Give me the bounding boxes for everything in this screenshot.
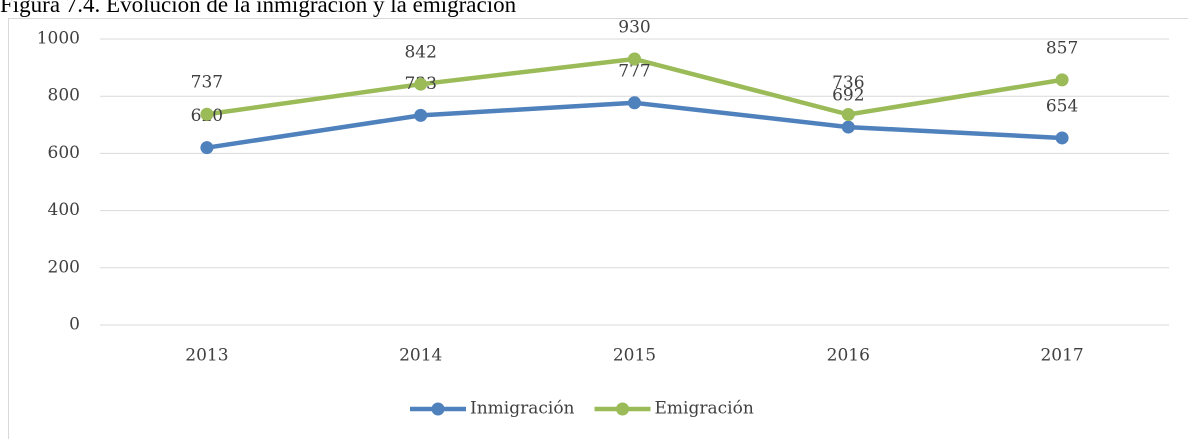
- data-label: 857: [1046, 38, 1078, 58]
- legend-marker: [616, 402, 630, 416]
- data-point: [414, 108, 428, 122]
- data-label: 777: [618, 61, 650, 81]
- data-point: [200, 141, 214, 155]
- data-point: [841, 120, 855, 134]
- data-point: [628, 52, 641, 66]
- y-tick-label: 600: [48, 143, 80, 163]
- x-tick-label: 2017: [1040, 346, 1083, 366]
- data-label: 654: [1046, 96, 1078, 116]
- data-point: [1055, 131, 1069, 145]
- y-tick-label: 0: [69, 315, 80, 335]
- y-tick-label: 800: [48, 86, 80, 106]
- data-point: [841, 108, 855, 122]
- data-point: [628, 96, 641, 110]
- y-tick-label: 400: [48, 200, 80, 220]
- x-tick-label: 2013: [185, 346, 228, 366]
- legend-label: Inmigración: [470, 399, 575, 419]
- x-tick-label: 2016: [827, 346, 870, 366]
- chart-frame: [8, 18, 1188, 439]
- legend-label: Emigración: [655, 399, 754, 419]
- x-tick-label: 2015: [613, 346, 656, 366]
- data-label: 692: [832, 86, 864, 106]
- data-label: 737: [191, 73, 223, 93]
- data-point: [414, 77, 428, 91]
- data-label: 736: [832, 73, 864, 93]
- data-point: [1055, 73, 1069, 87]
- y-tick-label: 1000: [37, 29, 80, 49]
- chart-title: Figura 7.4. Evolución de la inmigración …: [0, 0, 517, 17]
- y-tick-label: 200: [48, 257, 80, 277]
- data-label: 842: [404, 43, 436, 63]
- x-tick-label: 2014: [399, 346, 442, 366]
- data-label: 930: [618, 18, 650, 38]
- data-point: [200, 107, 214, 121]
- legend-marker: [431, 402, 445, 416]
